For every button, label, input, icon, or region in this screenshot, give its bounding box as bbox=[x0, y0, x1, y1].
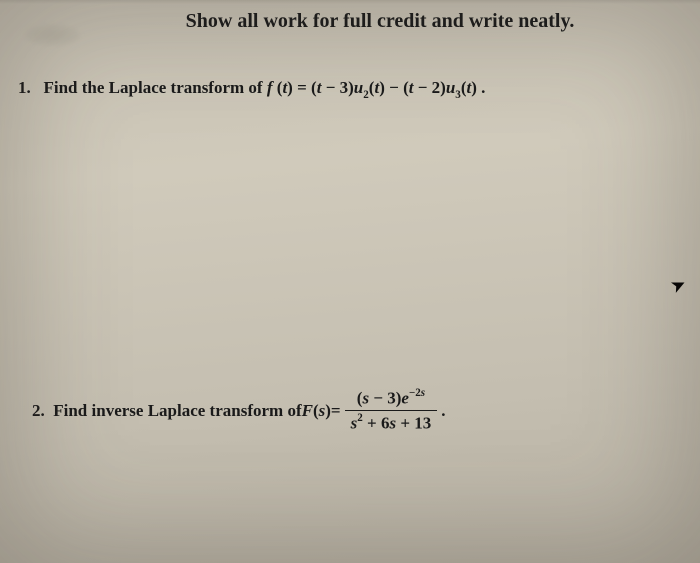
problem-2-number: 2. bbox=[32, 401, 45, 421]
instruction-text: Show all work for full credit and write … bbox=[0, 10, 700, 33]
p2-numerator: (s − 3)e−2s bbox=[345, 388, 438, 411]
p2-period: . bbox=[441, 401, 445, 421]
problem-2: 2. Find inverse Laplace transform of F (… bbox=[32, 388, 446, 434]
cursor-icon: ➤ bbox=[667, 273, 690, 298]
p2-fraction: (s − 3)e−2s s2 + 6s + 13 bbox=[345, 388, 438, 434]
p1-period: . bbox=[481, 78, 485, 97]
worksheet-page: Show all work for full credit and write … bbox=[0, 0, 700, 563]
page-top-shadow bbox=[0, 0, 700, 4]
p1-sub2: 2 bbox=[363, 89, 369, 101]
p1-arg1-close: ) bbox=[379, 78, 385, 97]
problem-1-number: 1. bbox=[18, 78, 31, 97]
p2-s: s bbox=[319, 401, 326, 421]
problem-2-prompt: Find inverse Laplace transform of bbox=[53, 401, 301, 421]
p2-denominator: s2 + 6s + 13 bbox=[345, 411, 438, 433]
p2-den-r1: + 6 bbox=[363, 414, 390, 433]
p1-u2: u bbox=[446, 78, 455, 97]
p1-minus-mid: − bbox=[389, 78, 403, 97]
p1-sub3: 3 bbox=[455, 89, 461, 101]
p2-num-e: e bbox=[401, 389, 409, 408]
p1-arg2-close: ) bbox=[471, 78, 477, 97]
p2-exp-num: −2 bbox=[409, 387, 421, 399]
problem-1-prompt: Find the Laplace transform of bbox=[44, 78, 267, 97]
p1-eq: = bbox=[297, 78, 311, 97]
p1-term1-rest: − 3) bbox=[321, 78, 353, 97]
p2-num-exp: −2s bbox=[409, 387, 425, 399]
p2-num-rest: − 3) bbox=[369, 389, 401, 408]
p2-den-sq: 2 bbox=[357, 412, 363, 424]
p2-eq: = bbox=[331, 401, 341, 421]
problem-1: 1. Find the Laplace transform of f (t) =… bbox=[18, 78, 485, 100]
p2-F: F bbox=[302, 401, 313, 421]
p1-term2-rest: − 2) bbox=[413, 78, 445, 97]
p1-paren-close: ) bbox=[287, 78, 293, 97]
p2-exp-s: s bbox=[421, 387, 425, 399]
p1-u1: u bbox=[354, 78, 363, 97]
p1-f: f bbox=[267, 78, 273, 97]
p2-den-r2: + 13 bbox=[396, 414, 431, 433]
